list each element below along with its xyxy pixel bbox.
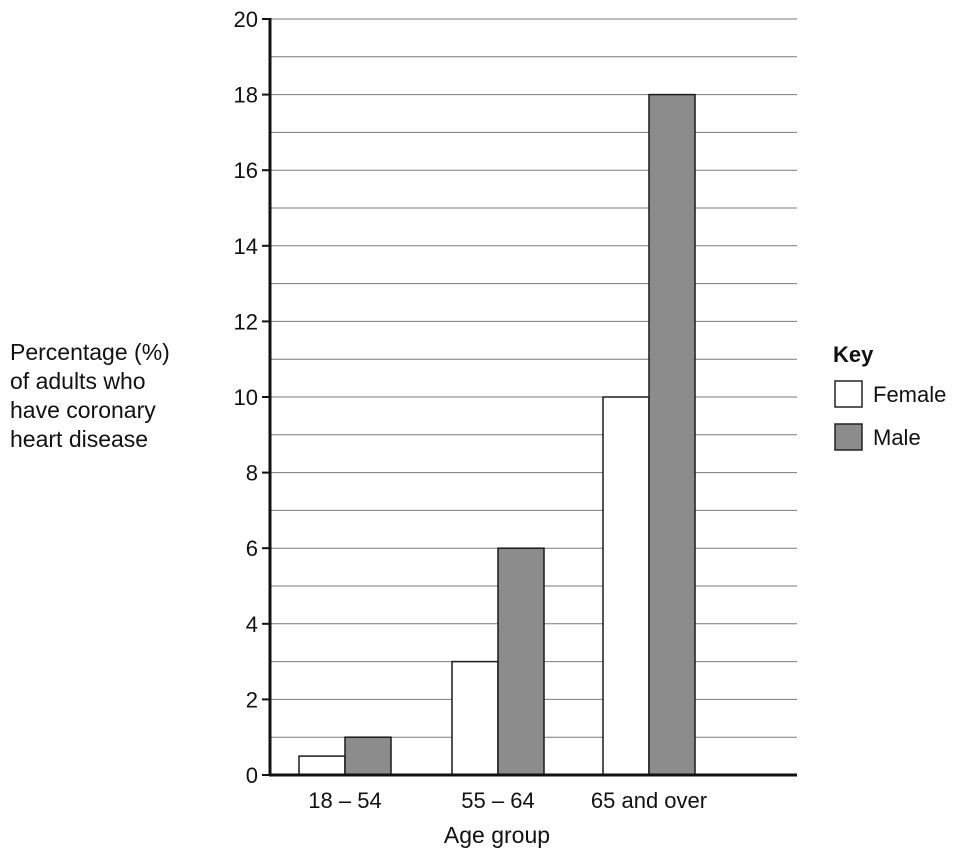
y-tick-label: 18 <box>234 83 258 108</box>
bar-male-2 <box>497 547 545 776</box>
y-axis-label-line-1: Percentage (%) <box>10 339 170 365</box>
y-tick-label: 2 <box>246 687 258 712</box>
y-tick-label: 0 <box>246 763 258 788</box>
y-tick-label: 12 <box>234 309 258 334</box>
y-tick-label: 20 <box>234 7 258 32</box>
bar-female-1 <box>298 755 346 776</box>
y-axis-label-line-4: heart disease <box>10 426 148 452</box>
legend: Key Female Male <box>833 342 946 451</box>
legend-label-female: Female <box>873 382 946 407</box>
x-category-labels: 18 – 54 55 – 64 65 and over <box>308 788 707 813</box>
bar-male-1 <box>344 736 392 776</box>
x-category-label: 18 – 54 <box>308 788 381 813</box>
legend-title: Key <box>833 342 874 367</box>
legend-label-male: Male <box>873 425 921 450</box>
x-axis-label: Age group <box>444 822 550 848</box>
y-tick-label: 8 <box>246 461 258 486</box>
bar-male-3 <box>648 93 696 776</box>
axes <box>262 18 797 777</box>
y-tick-label: 4 <box>246 612 258 637</box>
y-tick-label: 10 <box>234 385 258 410</box>
y-tick-label: 16 <box>234 158 258 183</box>
y-axis-label-line-3: have coronary <box>10 397 156 423</box>
bar-female-2 <box>451 660 499 776</box>
x-category-label: 65 and over <box>591 788 707 813</box>
bar-female-3 <box>602 396 650 776</box>
gridlines <box>270 18 797 738</box>
y-tick-label: 6 <box>246 536 258 561</box>
x-category-label: 55 – 64 <box>461 788 534 813</box>
y-tick-labels: 0 2 4 6 8 10 12 14 16 18 20 <box>234 7 258 788</box>
legend-swatch-male <box>834 423 863 451</box>
y-axis-label-line-2: of adults who <box>10 368 146 394</box>
legend-swatch-female <box>834 380 863 408</box>
y-tick-label: 14 <box>234 234 258 259</box>
